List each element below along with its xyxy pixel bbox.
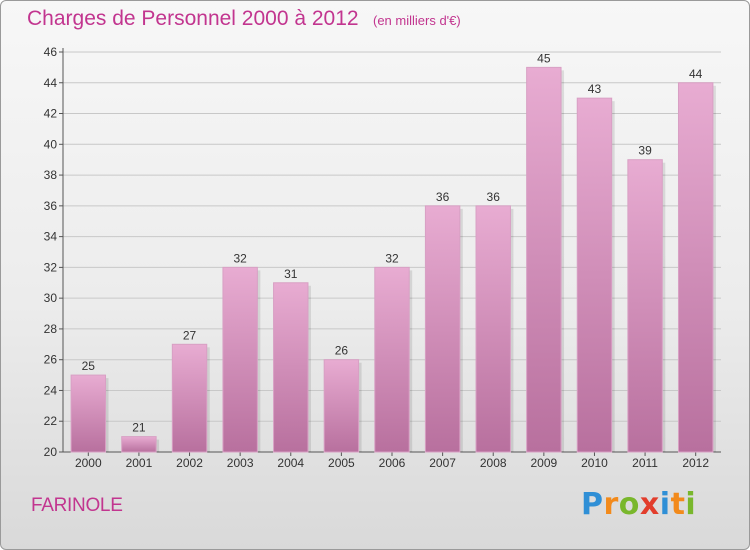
x-tick-label: 2004: [277, 456, 304, 470]
bar-2005: [323, 359, 360, 453]
logo-letter: i: [685, 487, 697, 522]
x-tick-label: 2008: [480, 456, 507, 470]
x-tick-label: 2003: [227, 456, 254, 470]
value-label: 36: [487, 190, 501, 204]
y-tick-label: 30: [44, 291, 58, 305]
y-tick-label: 42: [44, 107, 58, 121]
y-tick-label: 44: [44, 76, 58, 90]
bar-2006: [374, 266, 410, 453]
logo-letter: x: [639, 487, 660, 522]
x-tick-label: 2001: [126, 456, 153, 470]
logo-letter: r: [603, 487, 619, 522]
value-label: 21: [132, 421, 146, 435]
value-label: 32: [233, 251, 247, 265]
value-label: 43: [588, 82, 602, 96]
value-label: 44: [689, 67, 703, 81]
y-tick-label: 28: [44, 322, 58, 336]
y-tick-label: 46: [44, 45, 58, 59]
bar-2008: [475, 205, 511, 453]
y-tick-label: 26: [44, 353, 58, 367]
bar-2007: [424, 205, 461, 453]
logo-letter: t: [670, 487, 686, 522]
y-tick-label: 40: [44, 137, 58, 151]
logo-letter: o: [618, 487, 640, 522]
value-label: 36: [436, 190, 450, 204]
bar-2002: [171, 343, 208, 453]
bar-2000: [70, 374, 107, 453]
x-tick-label: 2000: [75, 456, 102, 470]
x-tick-label: 2002: [176, 456, 203, 470]
x-tick-label: 2009: [530, 456, 557, 470]
y-tick-label: 36: [44, 199, 58, 213]
x-tick-label: 2005: [328, 456, 355, 470]
commune-name: FARINOLE: [31, 495, 123, 516]
proxiti-logo[interactable]: Proxiti: [581, 487, 696, 522]
bar-2011: [627, 159, 663, 453]
bar-2001: [121, 436, 157, 453]
x-tick-label: 2006: [379, 456, 406, 470]
y-tick-label: 32: [44, 260, 58, 274]
chart-title: Charges de Personnel 2000 à 2012: [27, 7, 359, 30]
x-tick-label: 2011: [632, 456, 658, 470]
logo-letter: i: [659, 487, 671, 522]
value-label: 32: [385, 251, 399, 265]
value-label: 27: [183, 328, 197, 342]
value-label: 31: [284, 267, 298, 281]
logo-letter: P: [581, 487, 604, 522]
bar-2004: [273, 282, 309, 453]
chart-subtitle: (en milliers d'€): [373, 13, 461, 28]
value-label: 45: [537, 51, 551, 65]
x-tick-label: 2010: [581, 456, 608, 470]
bar-2012: [677, 82, 714, 453]
bar-2009: [526, 66, 562, 453]
y-tick-label: 20: [44, 445, 58, 459]
y-tick-label: 34: [44, 230, 58, 244]
x-tick-label: 2007: [429, 456, 456, 470]
bar-2003: [222, 266, 258, 453]
value-label: 26: [335, 344, 349, 358]
y-tick-label: 22: [44, 414, 58, 428]
value-label: 25: [82, 359, 96, 373]
bar-2010: [576, 97, 613, 453]
bars: [70, 66, 716, 453]
y-tick-label: 24: [44, 383, 58, 397]
value-label: 39: [638, 144, 652, 158]
y-tick-label: 38: [44, 168, 58, 182]
labels: 2000 25 2001 21 2002 27 2003 32 2004 31 2005 26 2006…: [75, 51, 709, 470]
x-tick-label: 2012: [682, 456, 709, 470]
